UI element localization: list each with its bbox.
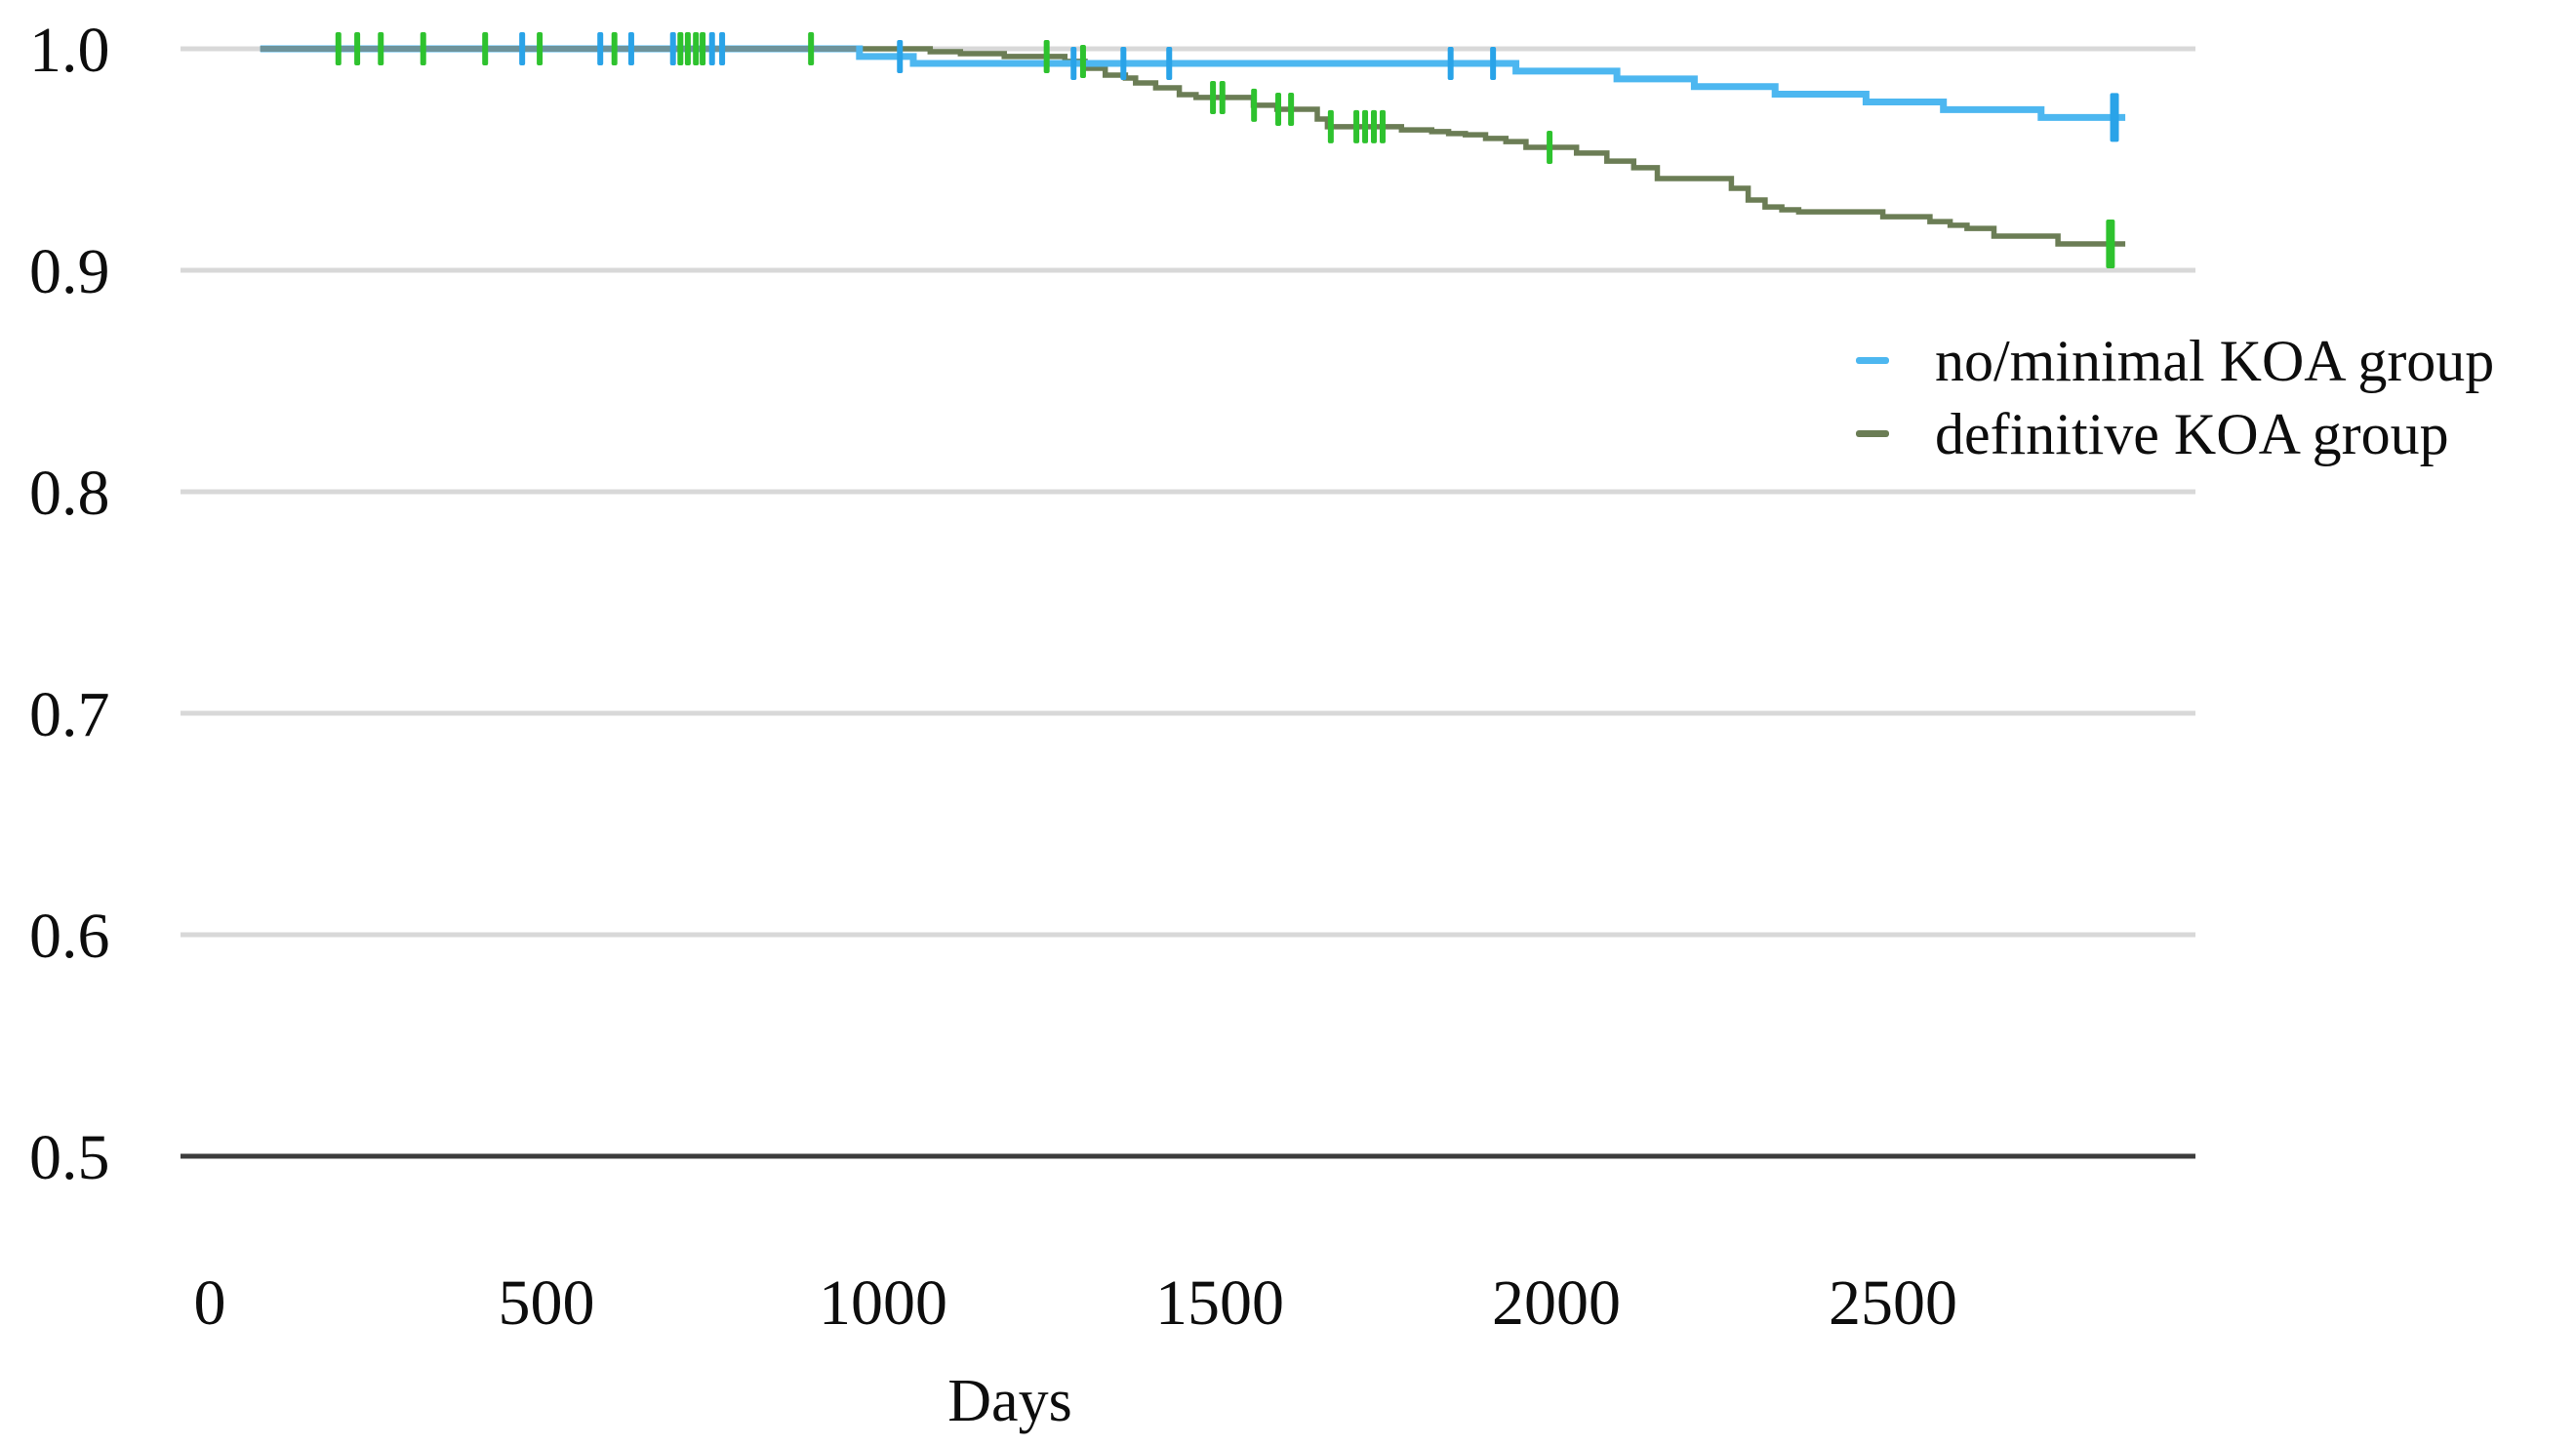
survival-curve-definitive-koa-group (260, 46, 2126, 247)
y-tick-label-0.9: 0.9 (29, 236, 110, 307)
censor-tick-definitive-koa-group (1210, 80, 1217, 114)
censor-tick-definitive-koa-group (1288, 92, 1295, 126)
censor-tick-definitive-koa-group (1219, 80, 1226, 114)
x-tick-label-500: 500 (499, 1267, 595, 1339)
y-tick-label-1.0: 1.0 (29, 15, 110, 86)
legend-item-no-minimal-koa: no/minimal KOA group (1856, 324, 2494, 397)
censor-tick-definitive-koa-group (1547, 131, 1553, 165)
censor-tick-no-minimal-koa-group (1120, 46, 1127, 80)
censor-tick-definitive-koa-group (808, 32, 815, 65)
censor-tick-definitive-koa-group (420, 32, 426, 65)
censor-tick-definitive-koa-group (677, 32, 684, 65)
censor-tick-definitive-koa-group (1079, 44, 1086, 78)
x-tick-label-0: 0 (194, 1267, 226, 1339)
censor-tick-definitive-koa-group (378, 32, 384, 65)
y-tick-label-0.5: 0.5 (29, 1122, 110, 1193)
censor-tick-no-minimal-koa-group (1166, 46, 1173, 80)
censor-tick-no-minimal-koa-group (669, 32, 676, 65)
x-tick-label-1500: 1500 (1155, 1267, 1284, 1339)
censor-tick-definitive-koa-group (1353, 109, 1360, 143)
censor-tick-definitive-koa-group (1275, 92, 1282, 126)
censor-tick-definitive-koa-group (700, 32, 706, 65)
censor-tick-no-minimal-koa-group (897, 39, 904, 73)
legend-swatch-definitive-koa (1856, 430, 1889, 437)
x-tick-label-2000: 2000 (1492, 1267, 1621, 1339)
censor-tick-no-minimal-koa-group (719, 32, 726, 65)
censor-tick-definitive-koa-group (1043, 39, 1050, 73)
x-tick-label-2500: 2500 (1829, 1267, 1957, 1339)
censor-tick-definitive-koa-group (537, 32, 543, 65)
y-tick-label-0.6: 0.6 (29, 901, 110, 972)
censor-tick-definitive-koa-group (693, 32, 700, 65)
censor-tick-no-minimal-koa-group (2110, 93, 2119, 142)
censor-tick-definitive-koa-group (1379, 109, 1386, 143)
legend: no/minimal KOA group definitive KOA grou… (1856, 324, 2494, 470)
censor-tick-no-minimal-koa-group (627, 32, 634, 65)
censor-tick-no-minimal-koa-group (708, 32, 715, 65)
y-tick-label-0.8: 0.8 (29, 458, 110, 529)
x-axis-title: Days (947, 1368, 1072, 1434)
censor-tick-no-minimal-koa-group (1490, 46, 1497, 80)
censor-tick-definitive-koa-group (1251, 88, 1258, 122)
censor-tick-definitive-koa-group (611, 32, 618, 65)
legend-label-no-minimal-koa: no/minimal KOA group (1935, 328, 2495, 393)
censor-tick-definitive-koa-group (684, 32, 691, 65)
censor-tick-definitive-koa-group (1327, 109, 1334, 143)
legend-swatch-no-minimal-koa (1856, 357, 1889, 364)
censor-tick-no-minimal-koa-group (597, 32, 604, 65)
legend-item-definitive-koa: definitive KOA group (1856, 397, 2494, 470)
x-tick-label-1000: 1000 (819, 1267, 947, 1339)
censor-tick-definitive-koa-group (354, 32, 361, 65)
censor-tick-definitive-koa-group (1362, 109, 1369, 143)
legend-label-definitive-koa: definitive KOA group (1935, 401, 2449, 466)
censor-tick-definitive-koa-group (482, 32, 489, 65)
y-tick-label-0.7: 0.7 (29, 679, 110, 750)
censor-tick-definitive-koa-group (2106, 219, 2115, 268)
survival-curve-no-minimal-koa-group (260, 45, 2126, 121)
censor-tick-no-minimal-koa-group (1447, 46, 1454, 80)
censor-tick-no-minimal-koa-group (519, 32, 526, 65)
censor-tick-definitive-koa-group (1371, 109, 1378, 143)
censor-tick-definitive-koa-group (335, 32, 342, 65)
censor-tick-no-minimal-koa-group (1070, 46, 1077, 80)
